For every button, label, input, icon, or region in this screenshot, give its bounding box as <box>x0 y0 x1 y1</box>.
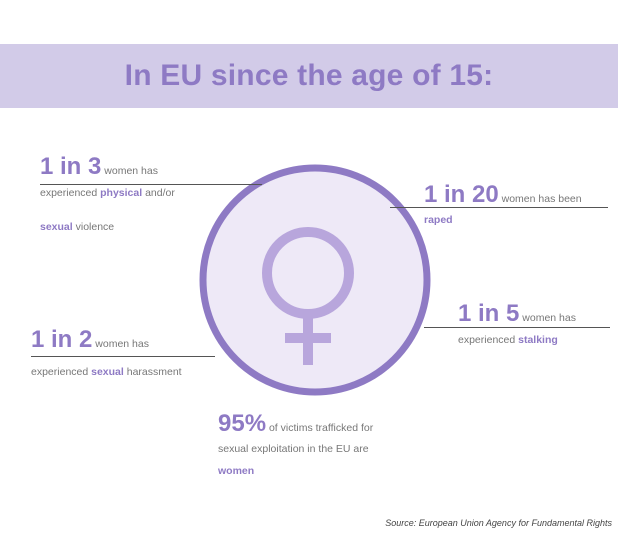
stat-one-in-five-headline: 1 in 5 women has <box>458 300 576 327</box>
stat-one-in-twenty-headline: 1 in 20 women has been <box>424 181 582 208</box>
source-note: Source: European Union Agency for Fundam… <box>385 518 612 528</box>
connector-line <box>31 356 215 357</box>
stat-ninety-five-line3: women <box>218 465 255 477</box>
stat-ninety-five-line2: sexual exploitation in the EU are <box>218 443 369 455</box>
stat-one-in-twenty-line2: raped <box>424 214 453 226</box>
connector-line <box>40 184 262 185</box>
stat-one-in-three-line2: experienced physical and/or <box>40 187 175 199</box>
connector-line <box>424 327 610 328</box>
stat-ninety-five-headline: 95% of victims trafficked for <box>218 410 374 437</box>
stat-one-in-two-headline: 1 in 2 women has <box>31 326 149 353</box>
stat-one-in-five-line2: experienced stalking <box>458 334 558 346</box>
title-banner: In EU since the age of 15: <box>0 44 618 108</box>
page-title: In EU since the age of 15: <box>124 59 494 92</box>
stat-one-in-two-line2: experienced sexual harassment <box>31 366 182 378</box>
female-symbol-circle <box>195 160 435 400</box>
connector-line <box>390 207 608 208</box>
stat-one-in-three-headline: 1 in 3 women has <box>40 153 158 180</box>
female-symbol-icon <box>199 164 431 396</box>
stat-one-in-three-line3: sexual violence <box>40 221 115 233</box>
